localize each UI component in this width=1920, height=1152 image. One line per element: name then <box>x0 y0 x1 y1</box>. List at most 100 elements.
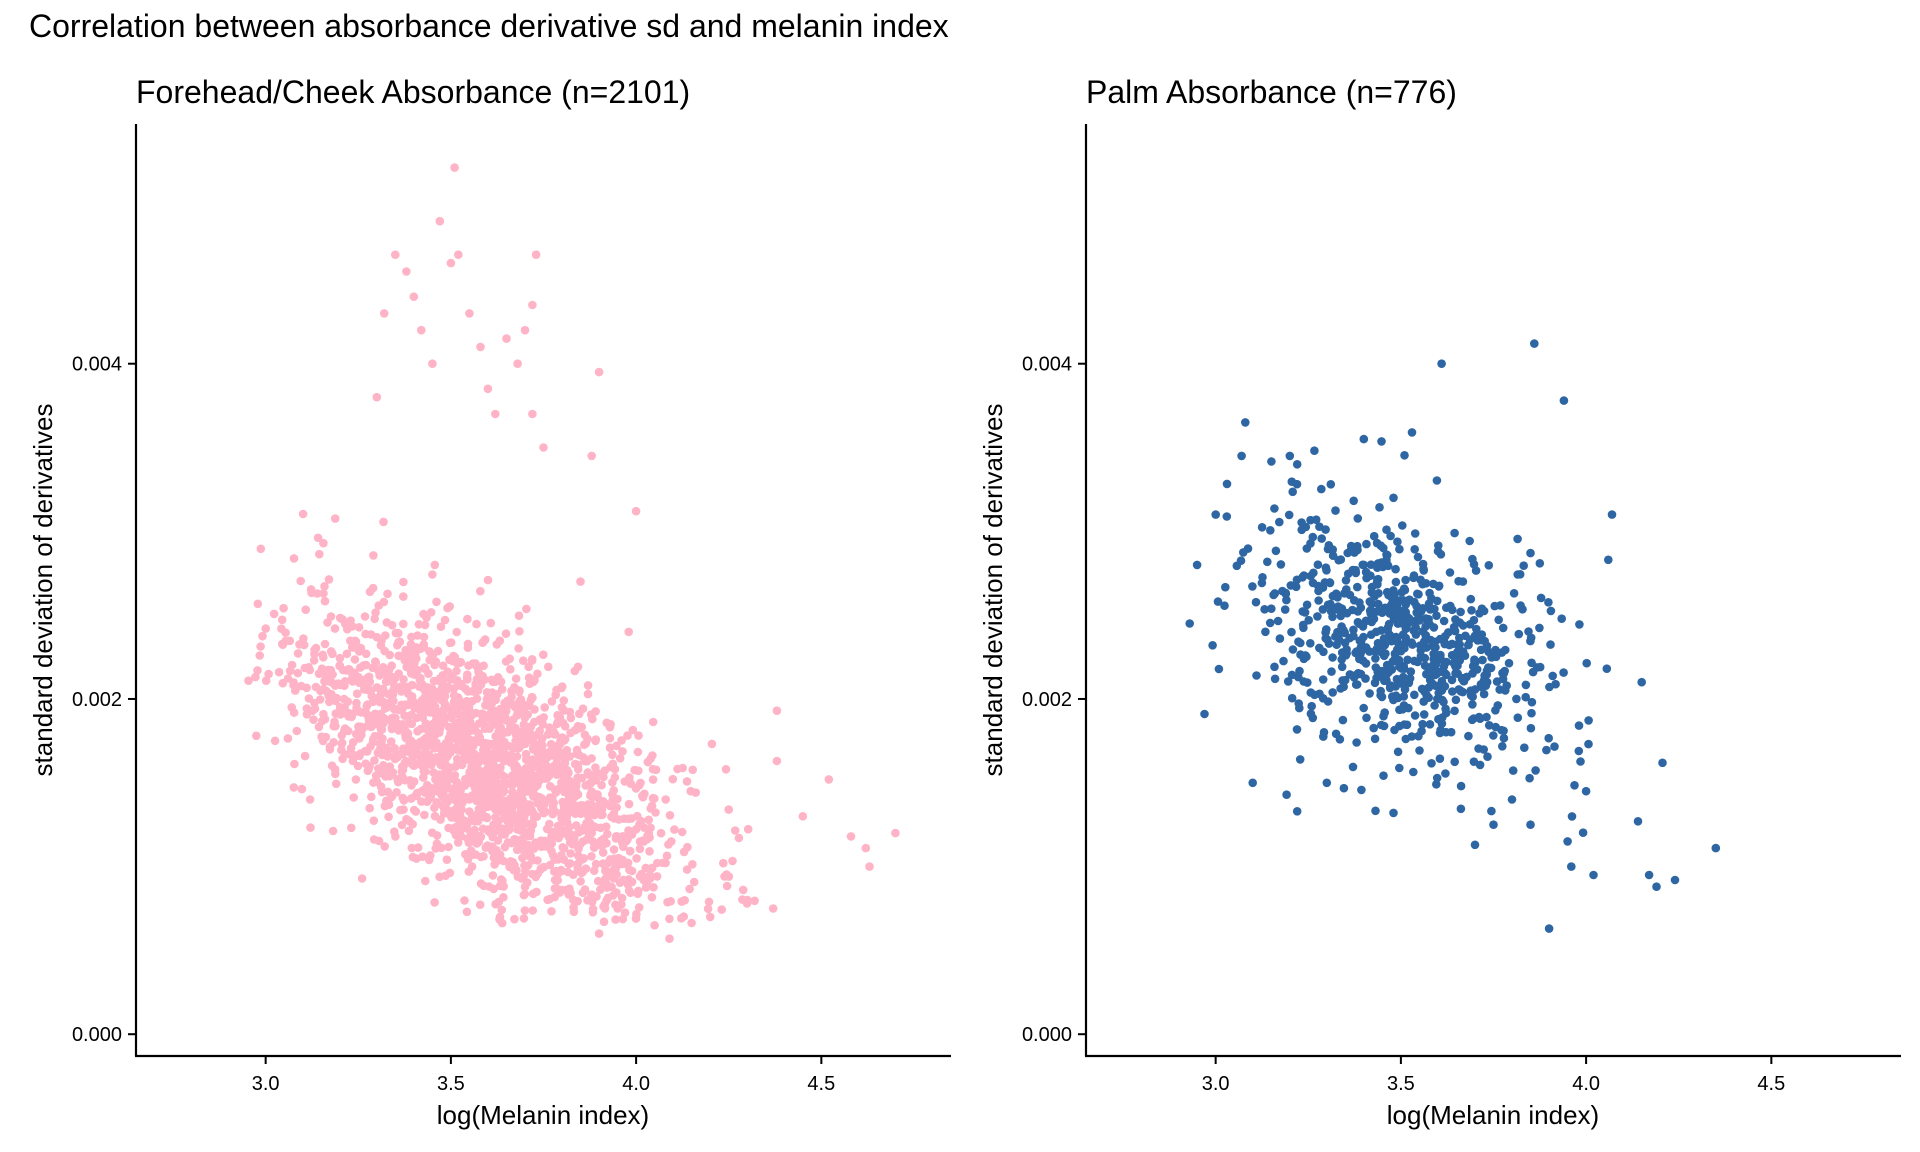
data-point <box>515 697 524 706</box>
data-point <box>1362 713 1371 723</box>
data-point <box>583 681 593 690</box>
data-point <box>359 661 368 670</box>
data-point <box>500 811 510 820</box>
data-point <box>279 603 288 613</box>
data-point <box>475 900 485 909</box>
data-point <box>1432 596 1442 606</box>
data-point <box>1436 725 1445 735</box>
data-point <box>476 586 485 596</box>
data-point <box>520 906 530 915</box>
data-point <box>1222 479 1232 489</box>
data-point <box>772 756 782 766</box>
data-point <box>264 669 273 679</box>
data-point <box>1353 541 1362 551</box>
data-point <box>1393 537 1402 546</box>
data-point <box>1318 583 1328 592</box>
data-point <box>1432 611 1441 620</box>
data-point <box>1439 616 1449 626</box>
data-point <box>547 807 557 816</box>
data-point <box>1546 606 1556 616</box>
data-point <box>1455 633 1464 643</box>
data-point <box>559 855 569 864</box>
data-point <box>594 929 604 938</box>
data-point <box>347 622 357 631</box>
data-point <box>529 745 538 754</box>
data-point <box>464 838 474 847</box>
data-point <box>1301 651 1310 660</box>
data-point <box>318 650 328 660</box>
data-point <box>687 918 696 928</box>
data-point <box>404 816 414 826</box>
data-point <box>1340 589 1349 598</box>
x-tick-label: 3.5 <box>1387 1073 1415 1095</box>
data-point <box>636 816 646 826</box>
data-point <box>647 863 657 873</box>
data-point <box>610 773 620 782</box>
data-point <box>439 755 449 765</box>
data-point <box>615 754 625 763</box>
data-point <box>299 640 309 650</box>
data-point <box>1315 643 1324 653</box>
data-point <box>377 725 387 734</box>
data-point <box>1410 690 1419 700</box>
data-point <box>1526 548 1535 558</box>
data-point <box>728 856 737 866</box>
data-point <box>426 851 435 860</box>
data-point <box>1406 667 1416 676</box>
data-point <box>1340 627 1349 637</box>
data-point <box>1420 653 1430 663</box>
data-point <box>354 647 364 656</box>
data-point <box>439 717 449 726</box>
data-point <box>543 762 552 771</box>
data-point <box>289 680 298 690</box>
data-point <box>618 747 627 756</box>
data-point <box>1512 694 1521 704</box>
data-point <box>1232 561 1242 571</box>
data-point <box>1288 487 1297 497</box>
data-point <box>547 907 556 916</box>
data-point <box>383 674 392 683</box>
data-point <box>599 772 608 782</box>
y-axis-label: standard deviation of derivatives <box>978 404 1008 777</box>
data-point <box>1407 638 1416 647</box>
data-point <box>1458 621 1468 630</box>
data-point <box>1310 446 1319 456</box>
data-point <box>662 851 672 861</box>
data-point <box>1396 646 1406 656</box>
data-point <box>1389 493 1398 503</box>
data-point <box>643 757 653 767</box>
data-point <box>565 707 575 717</box>
data-point <box>1499 733 1509 743</box>
data-point <box>1421 632 1431 641</box>
data-point <box>1285 451 1295 461</box>
data-point <box>300 751 310 761</box>
data-point <box>521 749 531 759</box>
data-point <box>1602 664 1612 673</box>
data-point <box>543 895 552 905</box>
data-point <box>580 885 590 894</box>
data-point <box>1633 817 1643 826</box>
data-point <box>399 619 408 629</box>
data-point <box>399 577 408 587</box>
data-point <box>1536 593 1546 603</box>
data-point <box>389 723 399 732</box>
data-point <box>486 618 496 628</box>
data-point <box>317 732 326 741</box>
data-point <box>544 662 553 672</box>
data-point <box>530 783 539 793</box>
data-point <box>494 736 504 746</box>
data-point <box>1450 626 1460 636</box>
data-point <box>583 689 593 699</box>
data-point <box>1428 661 1438 670</box>
data-point <box>492 640 502 649</box>
data-point <box>420 788 430 797</box>
data-point <box>495 915 504 924</box>
data-point <box>484 882 494 891</box>
data-point <box>1222 512 1232 521</box>
data-point <box>1489 731 1498 740</box>
data-point <box>523 878 532 887</box>
data-point <box>422 733 431 742</box>
data-point <box>488 871 498 880</box>
data-point <box>1437 359 1446 369</box>
data-point <box>1280 605 1290 614</box>
